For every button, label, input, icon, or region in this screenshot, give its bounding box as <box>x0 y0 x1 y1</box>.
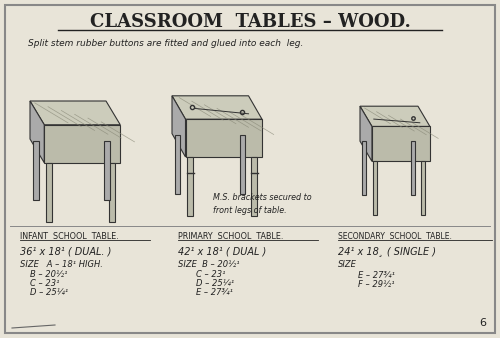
Text: PRIMARY  SCHOOL  TABLE.: PRIMARY SCHOOL TABLE. <box>178 232 284 241</box>
Polygon shape <box>44 125 120 163</box>
Text: 42¹ x 18¹ ( DUAL ): 42¹ x 18¹ ( DUAL ) <box>178 246 266 256</box>
Polygon shape <box>186 119 262 157</box>
Text: Split stem rubber buttons are fitted and glued into each  leg.: Split stem rubber buttons are fitted and… <box>28 39 303 48</box>
Bar <box>109 163 114 222</box>
Text: F – 29½¹: F – 29½¹ <box>358 280 395 289</box>
Text: B – 20½¹: B – 20½¹ <box>30 270 68 279</box>
Text: D – 25¼¹: D – 25¼¹ <box>30 288 68 297</box>
Bar <box>410 141 415 195</box>
Text: E – 27¾¹: E – 27¾¹ <box>196 288 233 297</box>
Text: SIZE  B – 20½¹: SIZE B – 20½¹ <box>178 260 240 269</box>
Bar <box>104 141 110 200</box>
Bar <box>251 157 256 216</box>
Text: INFANT  SCHOOL  TABLE.: INFANT SCHOOL TABLE. <box>20 232 119 241</box>
Polygon shape <box>172 96 186 157</box>
Text: D – 25¼¹: D – 25¼¹ <box>196 279 234 288</box>
Bar <box>362 141 366 195</box>
Text: SIZE: SIZE <box>338 260 357 269</box>
Text: E – 27¾¹: E – 27¾¹ <box>358 271 395 280</box>
Text: 6: 6 <box>479 318 486 328</box>
Text: CLASSROOM  TABLES – WOOD.: CLASSROOM TABLES – WOOD. <box>90 13 410 31</box>
Bar <box>33 141 38 200</box>
Bar <box>420 162 426 215</box>
Polygon shape <box>360 106 372 162</box>
Polygon shape <box>30 101 44 163</box>
Text: M.S. brackets secured to
front legs of table.: M.S. brackets secured to front legs of t… <box>213 193 312 215</box>
Polygon shape <box>172 96 262 119</box>
Text: 24¹ x 18¸ ( SINGLE ): 24¹ x 18¸ ( SINGLE ) <box>338 246 436 256</box>
Text: SIZE   A – 18¹ HIGH.: SIZE A – 18¹ HIGH. <box>20 260 103 269</box>
Text: SECONDARY  SCHOOL  TABLE.: SECONDARY SCHOOL TABLE. <box>338 232 452 241</box>
Bar <box>373 162 378 215</box>
Text: 36¹ x 18¹ ( DUAL. ): 36¹ x 18¹ ( DUAL. ) <box>20 246 112 256</box>
Text: C – 23¹: C – 23¹ <box>30 279 60 288</box>
Bar <box>188 157 192 216</box>
Bar <box>240 136 245 194</box>
Polygon shape <box>360 106 430 126</box>
Polygon shape <box>30 101 120 125</box>
Bar <box>174 136 180 194</box>
Bar <box>46 163 52 222</box>
Polygon shape <box>372 126 430 162</box>
Text: C – 23¹: C – 23¹ <box>196 270 226 279</box>
